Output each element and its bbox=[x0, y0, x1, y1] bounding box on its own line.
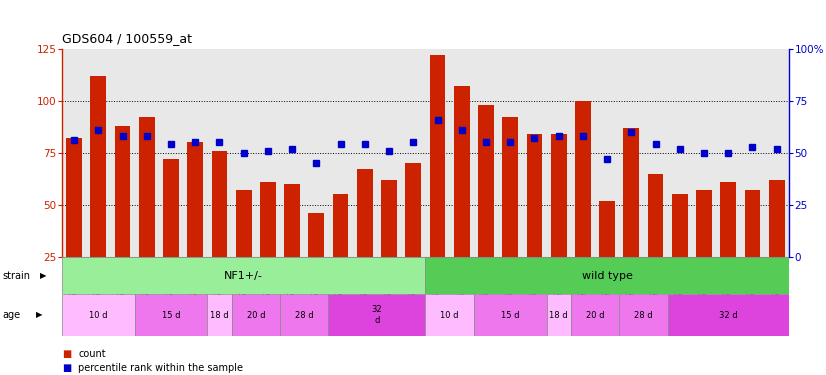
Text: ▶: ▶ bbox=[36, 310, 43, 320]
Bar bbox=[231, 294, 280, 336]
Bar bbox=[280, 294, 329, 336]
Bar bbox=[474, 294, 547, 336]
Bar bbox=[381, 180, 397, 257]
Text: 18 d: 18 d bbox=[210, 310, 229, 320]
Bar bbox=[188, 142, 203, 257]
Text: 15 d: 15 d bbox=[501, 310, 520, 320]
Bar bbox=[115, 126, 131, 257]
Bar bbox=[284, 184, 300, 257]
Bar bbox=[720, 182, 736, 257]
Bar bbox=[235, 190, 252, 257]
Bar bbox=[478, 105, 494, 257]
Text: age: age bbox=[2, 310, 21, 320]
Text: 32 d: 32 d bbox=[719, 310, 738, 320]
Text: 15 d: 15 d bbox=[162, 310, 180, 320]
Bar bbox=[547, 294, 571, 336]
Bar bbox=[526, 134, 543, 257]
Bar bbox=[207, 294, 231, 336]
Bar bbox=[62, 294, 135, 336]
Text: 20 d: 20 d bbox=[246, 310, 265, 320]
Bar bbox=[260, 182, 276, 257]
Bar bbox=[163, 159, 179, 257]
Bar bbox=[502, 117, 518, 257]
Bar bbox=[329, 294, 425, 336]
Text: 32
d: 32 d bbox=[372, 305, 382, 325]
Text: ▶: ▶ bbox=[40, 271, 46, 280]
Bar bbox=[135, 294, 207, 336]
Text: 28 d: 28 d bbox=[634, 310, 653, 320]
Bar bbox=[672, 195, 688, 257]
Bar bbox=[620, 294, 667, 336]
Bar bbox=[696, 190, 712, 257]
Text: ■: ■ bbox=[62, 363, 71, 373]
Bar bbox=[66, 138, 82, 257]
Bar bbox=[744, 190, 761, 257]
Text: percentile rank within the sample: percentile rank within the sample bbox=[78, 363, 244, 373]
Bar bbox=[425, 294, 474, 336]
Bar bbox=[648, 174, 663, 257]
Bar bbox=[551, 134, 567, 257]
Text: strain: strain bbox=[2, 271, 31, 280]
Text: count: count bbox=[78, 350, 106, 359]
Text: GDS604 / 100559_at: GDS604 / 100559_at bbox=[62, 32, 192, 45]
Text: 10 d: 10 d bbox=[89, 310, 107, 320]
Text: 28 d: 28 d bbox=[295, 310, 314, 320]
Bar bbox=[667, 294, 789, 336]
Text: 20 d: 20 d bbox=[586, 310, 605, 320]
Bar bbox=[90, 76, 107, 257]
Text: 18 d: 18 d bbox=[549, 310, 568, 320]
Text: ■: ■ bbox=[62, 350, 71, 359]
Bar bbox=[571, 294, 620, 336]
Bar bbox=[333, 195, 349, 257]
Bar bbox=[769, 180, 785, 257]
Bar bbox=[575, 101, 591, 257]
Text: NF1+/-: NF1+/- bbox=[224, 271, 263, 280]
Bar bbox=[406, 163, 421, 257]
Bar bbox=[139, 117, 154, 257]
Bar bbox=[425, 257, 789, 294]
Bar bbox=[62, 257, 425, 294]
Bar bbox=[453, 86, 470, 257]
Bar bbox=[624, 128, 639, 257]
Bar bbox=[599, 201, 615, 257]
Text: wild type: wild type bbox=[582, 271, 633, 280]
Bar bbox=[211, 151, 227, 257]
Text: 10 d: 10 d bbox=[440, 310, 459, 320]
Bar bbox=[357, 170, 373, 257]
Bar bbox=[308, 213, 325, 257]
Bar bbox=[430, 55, 445, 257]
